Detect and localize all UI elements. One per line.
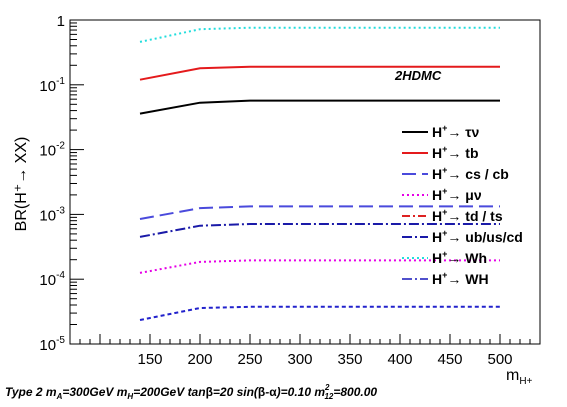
legend-entry: H+→ μν: [432, 186, 482, 203]
series-line-5: [139, 223, 500, 238]
y-tick-label: 10-5: [39, 335, 65, 354]
series-line-6: [139, 26, 500, 43]
y-tick-label: 1: [57, 13, 65, 30]
y-tick-label: 10-1: [39, 76, 65, 95]
annotation-label: 2HDMC: [394, 68, 442, 83]
x-tick-label: 450: [437, 351, 462, 368]
x-tick-label: 500: [487, 351, 512, 368]
series-line-3: [139, 259, 500, 274]
legend-entry: H+→ ub/us/cd: [432, 228, 523, 245]
legend-entry: H+→ τν: [432, 123, 480, 140]
legend-entry: H+→ cs / cb: [432, 165, 509, 182]
x-tick-label: 300: [287, 351, 312, 368]
legend-entry: H+→ Wh: [432, 249, 487, 266]
y-tick-label: 10-3: [39, 205, 65, 224]
y-tick-label: 10-2: [39, 141, 65, 160]
y-axis-label: BR(H⁺→ XX): [13, 137, 30, 232]
axes: 150 200 250 300 350 400 450 500 1 10-1 10-2 10-3 10-…: [39, 13, 541, 368]
x-tick-label: 200: [187, 351, 212, 368]
legend-entry: H+→ WH: [432, 270, 489, 287]
series-line-0: [139, 99, 500, 115]
legend: H+→ τν H+→ tb H+→ cs / cb H+→ μν H+→ td / ts…: [402, 123, 523, 287]
x-axis-label-sub: H+: [519, 376, 532, 387]
plot-lines: [139, 26, 500, 321]
x-tick-label: 250: [237, 351, 262, 368]
plot-frame: [69, 19, 541, 345]
x-axis-label: mH+: [506, 367, 533, 387]
series-line-8: [139, 305, 500, 321]
legend-entry: H+→ td / ts: [432, 207, 503, 224]
x-tick-label: 150: [137, 351, 162, 368]
series-line-2: [139, 205, 500, 220]
footer-part-type: Type 2 m: [5, 385, 57, 399]
x-tick-label: 400: [387, 351, 412, 368]
x-axis-label-main: m: [506, 367, 519, 384]
series-line-1: [139, 65, 500, 81]
y-tick-label: 10-4: [39, 270, 65, 289]
legend-entry: H+→ tb: [432, 144, 479, 161]
x-tick-label: 350: [337, 351, 362, 368]
footer-text: Type 2 mA=300GeV mH=200GeV tanβ=20 sin(β…: [5, 383, 377, 401]
